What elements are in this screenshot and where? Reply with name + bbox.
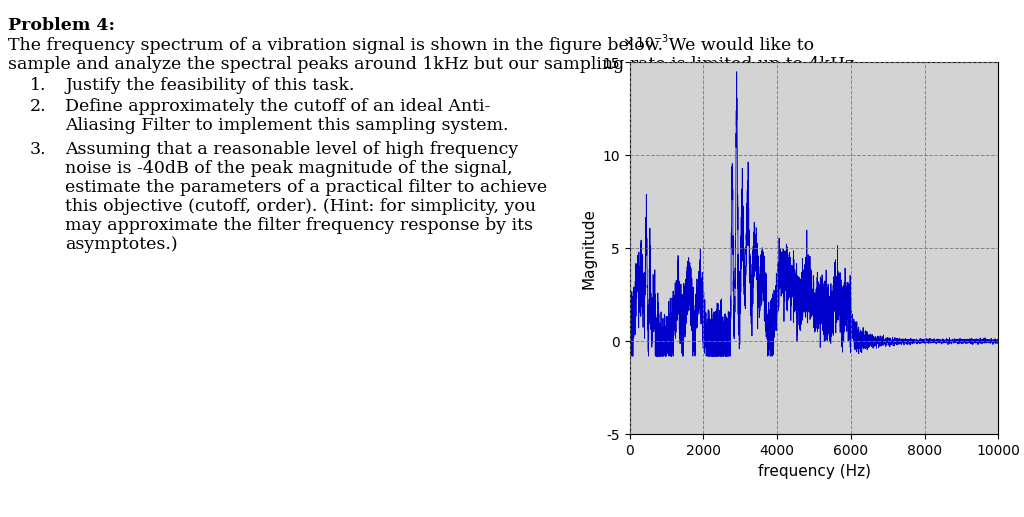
Text: $\times\,10^{-3}$: $\times\,10^{-3}$ — [623, 32, 670, 51]
Text: The frequency spectrum of a vibration signal is shown in the figure below. We wo: The frequency spectrum of a vibration si… — [8, 37, 814, 54]
Text: Assuming that a reasonable level of high frequency: Assuming that a reasonable level of high… — [65, 141, 518, 158]
Text: Aliasing Filter to implement this sampling system.: Aliasing Filter to implement this sampli… — [65, 117, 509, 134]
Text: noise is -40dB of the peak magnitude of the signal,: noise is -40dB of the peak magnitude of … — [65, 160, 513, 177]
Text: Problem 4:: Problem 4: — [8, 17, 115, 34]
Text: may approximate the filter frequency response by its: may approximate the filter frequency res… — [65, 217, 534, 234]
Text: Define approximately the cutoff of an ideal Anti-: Define approximately the cutoff of an id… — [65, 98, 490, 115]
Y-axis label: Magnitude: Magnitude — [582, 208, 597, 288]
Text: sample and analyze the spectral peaks around 1kHz but our sampling rate is limit: sample and analyze the spectral peaks ar… — [8, 56, 860, 73]
Text: 1.: 1. — [30, 77, 46, 94]
Text: estimate the parameters of a practical filter to achieve: estimate the parameters of a practical f… — [65, 179, 547, 196]
Text: asymptotes.): asymptotes.) — [65, 236, 177, 253]
Text: 3.: 3. — [30, 141, 47, 158]
Text: this objective (cutoff, order). (Hint: for simplicity, you: this objective (cutoff, order). (Hint: f… — [65, 198, 536, 215]
Text: Justify the feasibility of this task.: Justify the feasibility of this task. — [65, 77, 354, 94]
Text: 2.: 2. — [30, 98, 47, 115]
X-axis label: frequency (Hz): frequency (Hz) — [758, 464, 870, 479]
